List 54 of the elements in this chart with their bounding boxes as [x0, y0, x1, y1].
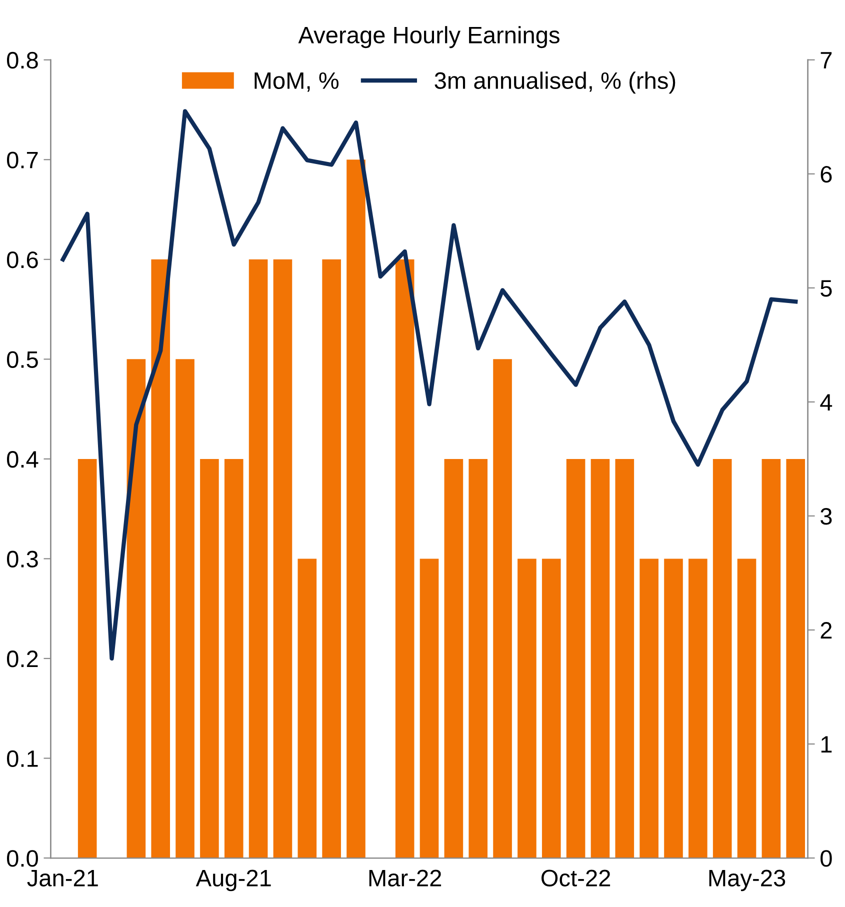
y2-tick-label: 2 [820, 622, 832, 639]
x-tick-label: Jan-21 [27, 870, 98, 886]
bar [688, 558, 708, 858]
x-tick-label: Aug-21 [196, 870, 271, 892]
y-tick-label: 0.1 [6, 750, 38, 768]
y2-tick-label: 3 [820, 508, 832, 525]
y-tick-label: 0.0 [6, 850, 38, 867]
y2-tick-label: 6 [820, 166, 832, 183]
bar [395, 259, 414, 858]
y-tick-label: 0.7 [6, 152, 38, 168]
legend-label: MoM, % [254, 72, 339, 92]
bar [468, 458, 488, 858]
y2-tick-label: 5 [820, 280, 832, 297]
chart-title: Average Hourly Earnings [298, 26, 560, 48]
y-tick-label: 0.6 [6, 251, 38, 268]
y-tick-label: 0.3 [6, 550, 38, 568]
y2-tick-label: 7 [820, 52, 832, 68]
y2-tick-label: 1 [821, 736, 832, 753]
bar [126, 359, 146, 858]
bar [542, 558, 561, 858]
bar [737, 558, 756, 858]
bar [176, 359, 194, 858]
bar [78, 458, 97, 858]
bar [786, 458, 806, 858]
bar [493, 359, 512, 858]
bar [248, 259, 268, 858]
y2-tick-label: 0 [820, 850, 832, 867]
bar [762, 458, 781, 858]
bar [664, 558, 683, 858]
bar [200, 458, 219, 858]
y-tick-label: 0.5 [6, 351, 38, 368]
bar [518, 558, 536, 858]
bar [151, 259, 170, 858]
y-tick-label: 0.8 [6, 52, 38, 69]
x-tick-label: Oct-22 [541, 870, 610, 886]
line-series [60, 109, 798, 661]
bar [346, 160, 366, 858]
bar [590, 458, 610, 858]
bar [298, 558, 317, 858]
y-tick-label: 0.4 [6, 451, 38, 468]
y2-tick-label: 4 [820, 394, 832, 410]
bar [322, 259, 341, 858]
bar [444, 458, 464, 858]
bar [224, 458, 244, 858]
x-tick-label: Mar-22 [369, 870, 442, 886]
bar [615, 458, 634, 858]
legend-label: 3m annualised, % (rhs) [434, 72, 676, 94]
x-tick-label: May-23 [709, 870, 786, 892]
bar [712, 458, 732, 858]
bar [420, 558, 439, 858]
bar [273, 259, 292, 858]
bar [566, 458, 586, 858]
y-tick-label: 0.2 [6, 650, 38, 668]
bar [640, 558, 658, 858]
